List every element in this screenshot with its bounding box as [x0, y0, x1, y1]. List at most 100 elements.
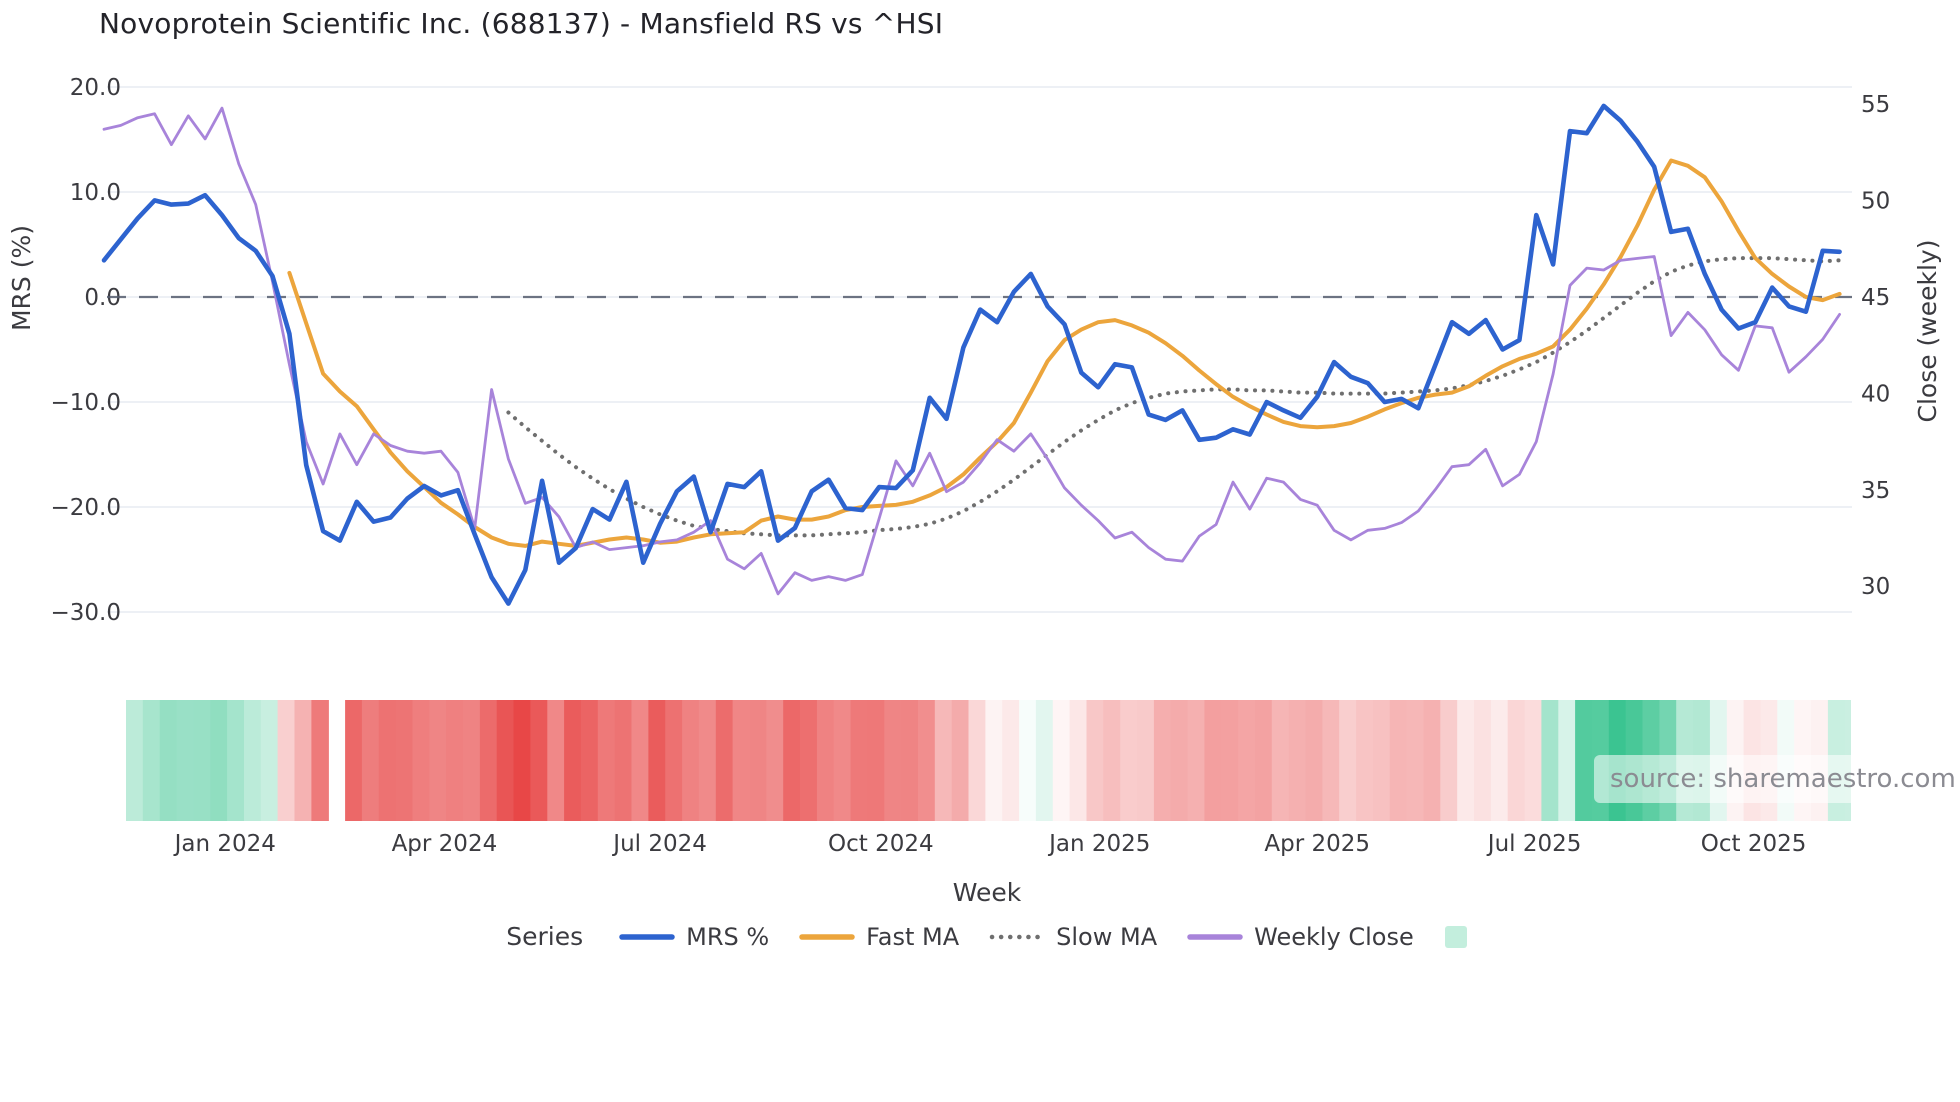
- heat-cell: [1389, 700, 1408, 821]
- heat-cell: [294, 700, 312, 821]
- heat-cell: [1052, 700, 1071, 821]
- x-tick-label: Apr 2024: [392, 831, 498, 857]
- heat-cell: [1137, 700, 1155, 821]
- heat-cell: [800, 700, 818, 821]
- heat-cell: [142, 700, 161, 821]
- left-axis-title: MRS (%): [7, 225, 36, 331]
- heat-cell: [783, 700, 801, 821]
- heat-cell: [1069, 700, 1088, 821]
- left-tick-label: −30.0: [51, 600, 121, 626]
- heat-cell: [1406, 700, 1425, 821]
- legend-item-weekly-close: Weekly Close: [1187, 923, 1414, 951]
- heat-cell: [176, 700, 195, 821]
- heat-cell: [244, 700, 262, 821]
- heat-cell: [1002, 700, 1020, 821]
- heat-cell: [1575, 700, 1593, 821]
- dotted-line-swatch-icon: [989, 934, 1045, 939]
- right-tick-label: 30: [1861, 574, 1890, 600]
- right-tick-label: 40: [1861, 381, 1890, 407]
- heat-cell: [648, 700, 666, 821]
- heat-cell: [597, 700, 616, 821]
- heat-swatch-icon: [1444, 925, 1467, 948]
- right-tick-label: 45: [1861, 285, 1890, 311]
- heat-cell: [1339, 700, 1357, 821]
- x-axis-title: Week: [952, 878, 1022, 907]
- heat-cell: [867, 700, 885, 821]
- heat-cell: [1440, 700, 1458, 821]
- left-tick-label: −10.0: [51, 390, 121, 416]
- heat-cell: [277, 700, 296, 821]
- right-tick-label: 55: [1861, 92, 1890, 118]
- heat-cell: [496, 700, 515, 821]
- heat-cell: [1490, 700, 1509, 821]
- x-tick-label: Jan 2024: [173, 831, 276, 857]
- heat-cell: [260, 700, 279, 821]
- heat-cell: [581, 700, 599, 821]
- heat-cell: [968, 700, 986, 821]
- heat-cell: [833, 700, 852, 821]
- legend-title: Series: [506, 922, 584, 951]
- heat-cell: [934, 700, 953, 821]
- x-tick-label: Apr 2025: [1264, 831, 1370, 857]
- heat-cell: [193, 700, 211, 821]
- x-tick-label: Jan 2025: [1047, 831, 1150, 857]
- heat-cell: [816, 700, 835, 821]
- heat-cell: [884, 700, 902, 821]
- left-tick-label: 20.0: [70, 75, 121, 101]
- legend-item-mrs-: MRS %: [619, 923, 769, 951]
- heat-cell: [850, 700, 869, 821]
- heat-cell: [715, 700, 734, 821]
- heat-cell: [395, 700, 414, 821]
- heat-cell: [311, 700, 329, 821]
- heat-cell: [1153, 700, 1172, 821]
- chart-title: Novoprotein Scientific Inc. (688137) - M…: [99, 7, 944, 40]
- heat-cell: [378, 700, 397, 821]
- heat-cell: [446, 700, 464, 821]
- heat-cell: [1558, 700, 1576, 821]
- weekly-close-line: [102, 106, 1841, 596]
- heat-cell: [1372, 700, 1391, 821]
- legend-heat-swatch: [1444, 925, 1468, 949]
- heat-cell: [1305, 700, 1323, 821]
- heat-cell: [159, 700, 178, 821]
- heat-cell: [1423, 700, 1441, 821]
- heat-cell: [665, 700, 683, 821]
- heat-cell: [682, 700, 700, 821]
- legend-item-label: Slow MA: [1056, 922, 1158, 951]
- heat-cell: [698, 700, 717, 821]
- heat-cell: [479, 700, 498, 821]
- heat-cell: [530, 700, 548, 821]
- legend-item-label: MRS %: [686, 922, 770, 951]
- solid-line-swatch-icon: [619, 933, 675, 940]
- x-tick-label: Oct 2024: [828, 831, 934, 857]
- heat-cell: [918, 700, 936, 821]
- heat-cell: [1187, 700, 1206, 821]
- heat-cell: [227, 700, 245, 821]
- heat-cell: [1474, 700, 1492, 821]
- heat-cell: [412, 700, 430, 821]
- solid-line-swatch-icon: [799, 933, 855, 940]
- heat-cell: [901, 700, 919, 821]
- heat-cell: [766, 700, 784, 821]
- heat-cell: [429, 700, 447, 821]
- legend-item-label: Fast MA: [866, 922, 960, 951]
- heat-cell: [126, 700, 144, 821]
- x-tick-label: Jul 2024: [611, 831, 707, 857]
- heat-cell: [1524, 700, 1543, 821]
- heat-cell: [1288, 700, 1307, 821]
- heat-cell: [463, 700, 481, 821]
- heat-cell: [985, 700, 1003, 821]
- heat-cell: [1019, 700, 1037, 821]
- heat-cell: [1322, 700, 1340, 821]
- legend-item-fast-ma: Fast MA: [799, 923, 959, 951]
- heat-cell: [614, 700, 633, 821]
- heat-cell: [1541, 700, 1559, 821]
- heat-cell: [1221, 700, 1239, 821]
- legend-item-label: Weekly Close: [1254, 922, 1414, 951]
- heat-cell: [1120, 700, 1138, 821]
- heat-cell: [513, 700, 531, 821]
- heat-cell: [564, 700, 582, 821]
